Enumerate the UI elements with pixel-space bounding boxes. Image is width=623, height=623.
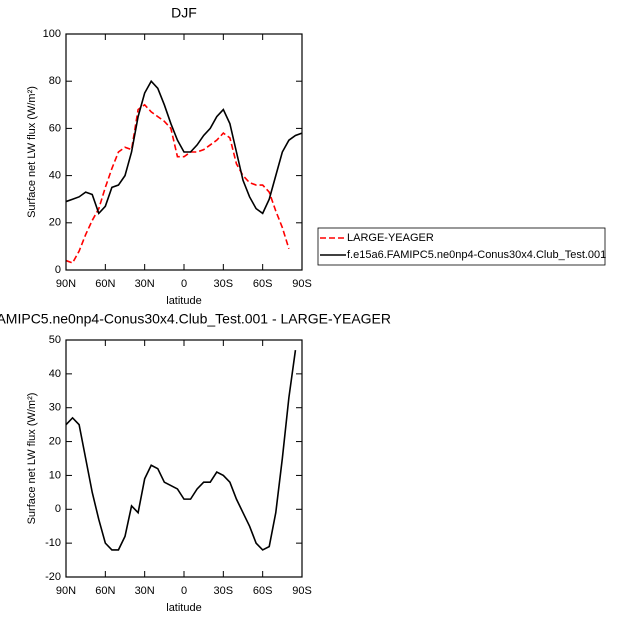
y-tick-label: 50 [49, 334, 61, 346]
x-tick-label: 90N [56, 585, 76, 597]
x-tick-label: 30N [135, 585, 155, 597]
x-tick-label: 30N [135, 278, 155, 290]
x-tick-label: 90S [292, 585, 312, 597]
y-tick-label: -10 [45, 537, 61, 549]
x-axis-label: latitude [166, 602, 201, 614]
x-tick-label: 60S [253, 278, 273, 290]
chart-title: DJF [171, 5, 197, 21]
legend-label: f.e15a6.FAMIPC5.ne0np4-Conus30x4.Club_Te… [347, 249, 606, 261]
x-tick-label: 90S [292, 278, 312, 290]
x-tick-label: 30S [214, 585, 234, 597]
y-axis-label: Surface net LW flux (W/m²) [26, 86, 38, 218]
x-tick-label: 0 [181, 585, 187, 597]
y-tick-label: 30 [49, 402, 61, 414]
legend-label: LARGE-YEAGER [347, 232, 434, 244]
data-line [65, 103, 290, 264]
y-tick-label: -20 [45, 571, 61, 583]
x-tick-label: 60N [95, 585, 115, 597]
y-tick-label: 20 [49, 435, 61, 447]
x-tick-label: 30S [214, 278, 234, 290]
plot-frame [65, 339, 303, 578]
x-tick-label: 60N [95, 278, 115, 290]
x-axis-label: latitude [166, 295, 201, 307]
y-tick-label: 40 [49, 170, 61, 182]
x-tick-label: 0 [181, 278, 187, 290]
y-tick-label: 80 [49, 75, 61, 87]
x-tick-label: 60S [253, 585, 273, 597]
legend-frame [317, 227, 606, 266]
y-tick-label: 20 [49, 217, 61, 229]
y-tick-label: 0 [55, 264, 61, 276]
y-tick-label: 0 [55, 503, 61, 515]
y-axis-label: Surface net LW flux (W/m²) [26, 393, 38, 525]
chart-title: 6.FAMIPC5.ne0np4-Conus30x4.Club_Test.001… [0, 311, 391, 327]
data-line [65, 350, 297, 551]
y-tick-label: 10 [49, 469, 61, 481]
y-tick-label: 100 [43, 28, 61, 40]
plot-frame [65, 33, 303, 271]
data-line [65, 79, 303, 215]
x-tick-label: 90N [56, 278, 76, 290]
y-tick-label: 40 [49, 368, 61, 380]
y-tick-label: 60 [49, 122, 61, 134]
